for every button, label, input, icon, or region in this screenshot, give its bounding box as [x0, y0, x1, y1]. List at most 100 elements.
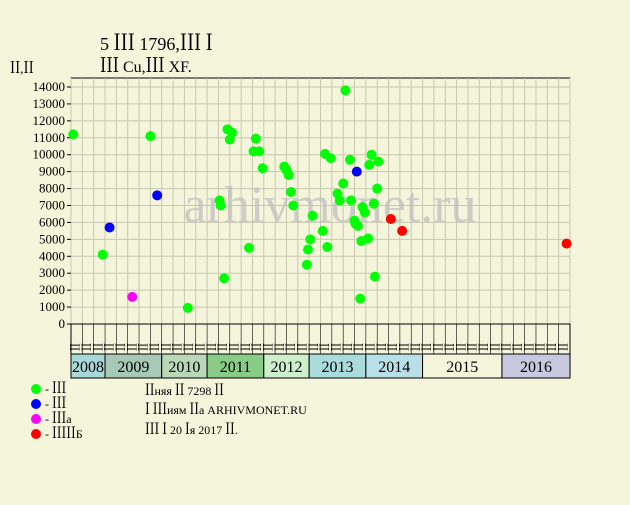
- year-label: 2013: [322, 359, 354, 376]
- data-points: [68, 85, 572, 313]
- y-tick-label: 3000: [39, 265, 65, 280]
- data-point: [244, 242, 255, 253]
- data-point: [227, 127, 238, 138]
- year-label: 2010: [168, 359, 200, 376]
- month-label: ꟾꟾ: [502, 343, 514, 351]
- year-bands: 2008 2009 2010 2011 2012 2013 2014 2015 2016: [70, 353, 571, 379]
- month-label: ꟾꟾ: [411, 343, 423, 351]
- data-point: [340, 85, 351, 96]
- y-tick-label: 13000: [33, 96, 66, 111]
- month-label: ꟾꟾ: [377, 343, 389, 351]
- legend-marker: [31, 414, 41, 424]
- y-tick-label: 0: [59, 316, 66, 331]
- note-line-3: ꟾꟾꟾ ꟾ 20 ꟾя 2017 ꟾꟾ.: [145, 422, 238, 437]
- month-label: ꟾꟾ: [366, 343, 378, 351]
- data-point: [286, 186, 297, 197]
- month-labels: ꟾꟾ ꟾꟾ ꟾꟾ ꟾꟾ ꟾꟾ ꟾꟾ ꟾꟾ ꟾꟾ ꟾꟾ ꟾꟾ ꟾꟾ ꟾꟾ ꟾꟾ ꟾꟾ ꟾꟾ ꟾꟾ ꟾꟾ ꟾꟾ ꟾꟾ ꟾꟾ…: [70, 323, 571, 355]
- month-label: ꟾꟾ: [547, 343, 559, 351]
- year-label: 2011: [220, 359, 251, 376]
- data-point: [322, 241, 333, 252]
- month-label: ꟾꟾ: [354, 343, 366, 351]
- data-point: [385, 214, 396, 225]
- year-band: [365, 353, 424, 379]
- year-label: 2008: [72, 359, 104, 376]
- note-line-2: ꟾ ꟾꟾꟾиям ꟾꟾа ARHIVMONET.RU: [145, 402, 307, 417]
- year-label: 2015: [446, 359, 478, 376]
- y-tick-label: 2000: [39, 282, 65, 297]
- data-point: [364, 159, 375, 170]
- data-point: [182, 302, 193, 313]
- data-point: [104, 222, 115, 233]
- month-label: ꟾꟾ: [524, 343, 536, 351]
- month-label: ꟾꟾ: [434, 343, 446, 351]
- legend-label: - ꟾꟾꟾꟾꟾБ: [45, 426, 83, 441]
- year-band: [161, 353, 208, 379]
- data-point: [127, 291, 138, 302]
- month-label: ꟾꟾ: [513, 343, 525, 351]
- month-label: ꟾꟾ: [297, 343, 309, 351]
- year-label: 2009: [117, 359, 149, 376]
- y-tick-label: 6000: [39, 214, 65, 229]
- month-label: ꟾꟾ: [105, 343, 117, 351]
- month-label: ꟾꟾ: [286, 343, 298, 351]
- data-point: [303, 244, 314, 255]
- data-point: [368, 198, 379, 209]
- data-point: [97, 249, 108, 260]
- y-tick-label: 10000: [33, 147, 66, 162]
- legend-marker: [31, 429, 41, 439]
- data-point: [215, 200, 226, 211]
- year-band: [501, 353, 571, 379]
- month-label: ꟾꟾ: [479, 343, 491, 351]
- y-tick-label: 1000: [39, 299, 65, 314]
- month-label: ꟾꟾ: [252, 343, 264, 351]
- legend-label: - ꟾꟾꟾа: [45, 411, 72, 426]
- month-label: ꟾꟾ: [82, 343, 94, 351]
- month-label: ꟾꟾ: [332, 343, 344, 351]
- year-band: [308, 353, 367, 379]
- data-point: [254, 146, 265, 157]
- y-tick-label: 4000: [39, 248, 65, 263]
- month-label: ꟾꟾ: [195, 343, 207, 351]
- month-label: ꟾꟾ: [116, 343, 128, 351]
- month-label: ꟾꟾ: [343, 343, 355, 351]
- year-band: [206, 353, 265, 379]
- month-label: ꟾꟾ: [263, 343, 275, 351]
- data-point: [363, 233, 374, 244]
- month-label: ꟾꟾ: [229, 343, 241, 351]
- month-label: ꟾꟾ: [93, 343, 105, 351]
- month-label: ꟾꟾ: [150, 343, 162, 351]
- data-point: [288, 200, 299, 211]
- data-point: [307, 210, 318, 221]
- data-point: [359, 207, 370, 218]
- y-tick-label: 8000: [39, 181, 65, 196]
- year-band: [70, 353, 106, 379]
- month-label: ꟾꟾ: [71, 343, 83, 351]
- data-point: [397, 225, 408, 236]
- y-unit-label: ꟾꟾ,ꟾꟾ: [10, 61, 34, 76]
- y-tick-label: 14000: [33, 79, 66, 94]
- data-point: [305, 234, 316, 245]
- month-label: ꟾꟾ: [173, 343, 185, 351]
- data-point: [325, 153, 336, 164]
- month-label: ꟾꟾ: [445, 343, 457, 351]
- month-label: ꟾꟾ: [218, 343, 230, 351]
- month-label: ꟾꟾ: [490, 343, 502, 351]
- month-label: ꟾꟾ: [320, 343, 332, 351]
- y-tick-label: 7000: [39, 198, 65, 213]
- month-label: ꟾꟾ: [139, 343, 151, 351]
- legend-marker: [31, 399, 41, 409]
- data-point: [219, 273, 230, 284]
- year-label: 2014: [378, 359, 410, 376]
- data-point: [369, 271, 380, 282]
- month-label: ꟾꟾ: [536, 343, 548, 351]
- data-point: [68, 129, 79, 140]
- data-point: [355, 293, 366, 304]
- data-point: [561, 238, 572, 249]
- year-label: 2012: [270, 359, 302, 376]
- month-label: ꟾꟾ: [400, 343, 412, 351]
- month-label: ꟾꟾ: [468, 343, 480, 351]
- year-band: [104, 353, 163, 379]
- legend-marker: [31, 384, 41, 394]
